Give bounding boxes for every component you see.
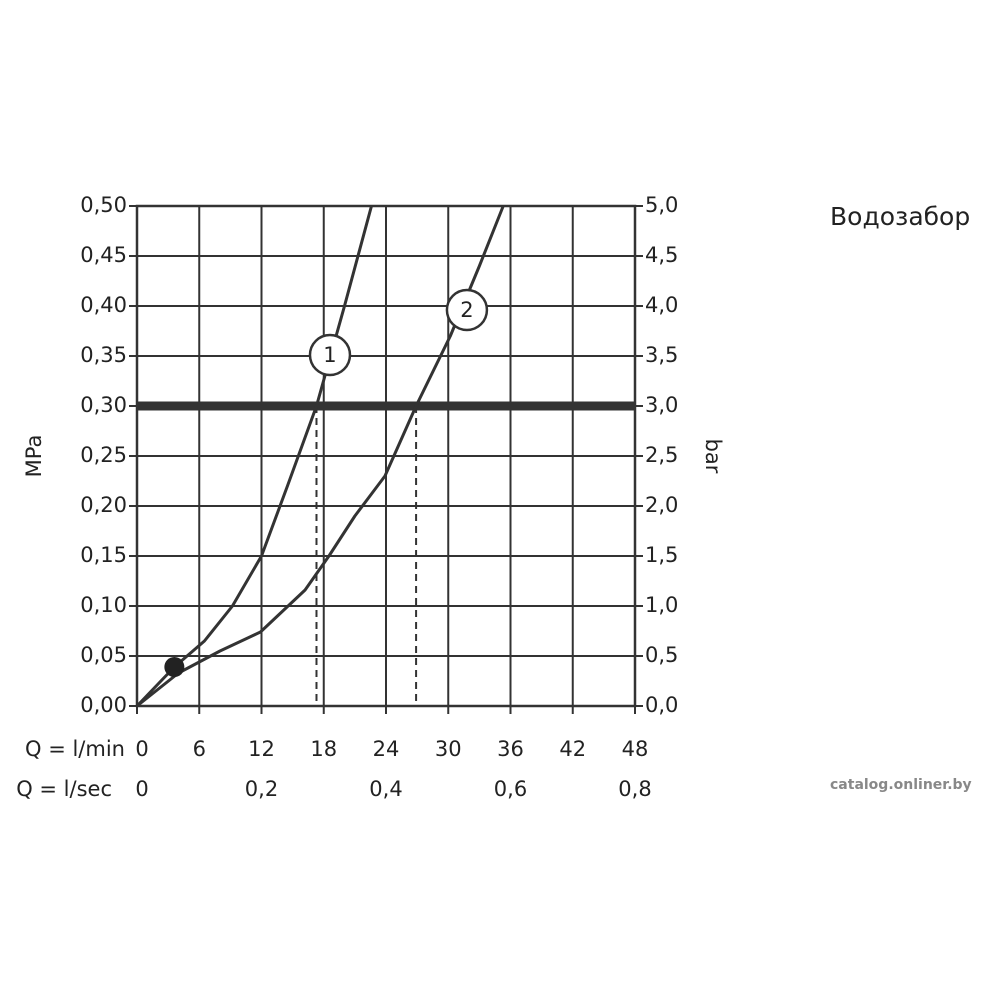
point (164, 657, 185, 677)
y2-tick-label: 3,5 (645, 343, 678, 367)
x-tick-label: 24 (373, 737, 400, 761)
y-tick-label: 0,35 (80, 343, 127, 367)
y-axis-label: MPa (22, 435, 46, 478)
series-label-circle (445, 288, 489, 332)
x-tick-label: 0 (135, 737, 148, 761)
y2-tick-label: 5,0 (645, 193, 678, 217)
y2-tick-label: 4,0 (645, 293, 678, 317)
watermark: catalog.onliner.by (830, 777, 972, 793)
y2-tick-label: 1,5 (645, 543, 678, 567)
y-tick-label: 0,10 (80, 593, 127, 617)
y2-tick-label: 0,5 (645, 643, 678, 667)
y2-tick-label: 4,5 (645, 243, 678, 267)
y-tick-label: 0,20 (80, 493, 127, 517)
y-tick-label: 0,15 (80, 543, 127, 567)
y2-tick-label: 2,5 (645, 443, 678, 467)
x-tick-label: 48 (622, 737, 649, 761)
y-tick-label: 0,25 (80, 443, 127, 467)
y2-axis-label: bar (701, 439, 725, 474)
x2-axis-label: Q = l/sec (16, 777, 112, 801)
y-tick-label: 0,00 (80, 693, 127, 717)
y-tick-label: 0,40 (80, 293, 127, 317)
x2-tick-label: 0 (135, 777, 148, 801)
y2-tick-label: 3,0 (645, 393, 678, 417)
chart-title: Водозабор (830, 202, 970, 231)
x-tick-label: 18 (310, 737, 337, 761)
series-label-circle (308, 333, 352, 377)
x-tick-label: 42 (559, 737, 586, 761)
x-tick-label: 12 (248, 737, 275, 761)
x2-tick-label: 0,8 (618, 777, 651, 801)
y2-tick-label: 2,0 (645, 493, 678, 517)
y-tick-label: 0,30 (80, 393, 127, 417)
x-tick-label: 30 (435, 737, 462, 761)
x2-tick-label: 0,2 (245, 777, 278, 801)
plot-frame (135, 204, 637, 708)
y-tick-label: 0,05 (80, 643, 127, 667)
x-tick-label: 6 (193, 737, 206, 761)
series-label: 1 (323, 343, 336, 367)
y-tick-label: 0,45 (80, 243, 127, 267)
series-label: 2 (460, 298, 473, 322)
y-tick-label: 0,50 (80, 193, 127, 217)
x-axis-label: Q = l/min (25, 737, 125, 761)
x-tick-label: 36 (497, 737, 524, 761)
x2-tick-label: 0,4 (369, 777, 402, 801)
y2-tick-label: 0,0 (645, 693, 678, 717)
x2-tick-label: 0,6 (494, 777, 527, 801)
y2-tick-label: 1,0 (645, 593, 678, 617)
